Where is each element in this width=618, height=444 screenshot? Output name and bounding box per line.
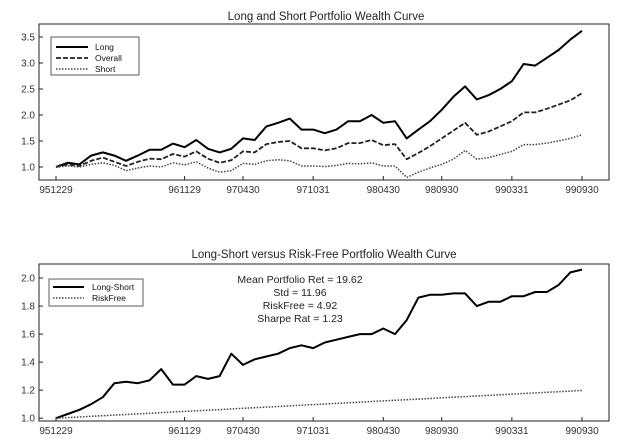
x-tick-label: 951229 bbox=[39, 426, 73, 437]
chart1-series-lines bbox=[55, 30, 583, 179]
x-tick-label: 970430 bbox=[226, 185, 260, 196]
y-tick-label: 2.0 bbox=[21, 111, 35, 122]
y-tick-label: 1.5 bbox=[21, 137, 35, 148]
chart1-y-axis: 1.0 1.5 2.0 2.5 3.0 3.5 bbox=[21, 33, 43, 174]
y-tick-label: 1.0 bbox=[21, 163, 35, 174]
chart2-series-lines bbox=[55, 268, 583, 420]
x-tick-label: 980930 bbox=[425, 426, 459, 437]
chart1-legend: Long Overall Short bbox=[50, 36, 140, 76]
x-tick-label: 961129 bbox=[168, 185, 201, 196]
legend-label-long: Long bbox=[95, 42, 114, 52]
annotation-sharpe-ratio: Sharpe Rat = 1.23 bbox=[257, 313, 343, 325]
y-tick-label: 3.0 bbox=[21, 59, 35, 70]
y-tick-label: 2.0 bbox=[21, 274, 35, 285]
x-tick-label: 990930 bbox=[565, 185, 599, 196]
long-short-wealth-chart: Long and Short Portfolio Wealth Curve 1.… bbox=[21, 11, 610, 196]
y-tick-label: 1.6 bbox=[21, 330, 35, 341]
series-line-long bbox=[55, 30, 583, 168]
stats-annotation: Mean Portfolio Ret = 19.62 Std = 11.96 R… bbox=[237, 274, 362, 325]
x-tick-label: 980930 bbox=[425, 185, 459, 196]
x-tick-label: 990930 bbox=[565, 426, 599, 437]
long-short-vs-riskfree-chart: Long-Short versus Risk-Free Portfolio We… bbox=[21, 249, 610, 437]
legend-label-riskfree: RiskFree bbox=[92, 293, 126, 303]
chart1-title: Long and Short Portfolio Wealth Curve bbox=[228, 11, 425, 23]
series-line-riskfree bbox=[55, 389, 583, 419]
chart1-x-axis: 951229 961129 970430 971031 980430 980930 9903… bbox=[39, 176, 599, 196]
x-tick-label: 951229 bbox=[39, 185, 73, 196]
x-tick-label: 970430 bbox=[226, 426, 260, 437]
y-tick-label: 3.5 bbox=[21, 33, 35, 44]
series-line-long-short bbox=[55, 268, 583, 420]
chart2-x-axis: 951229 961129 970430 971031 980430 980930 9903… bbox=[39, 417, 599, 437]
chart2-legend: Long-Short RiskFree bbox=[48, 278, 144, 307]
legend-label-overall: Overall bbox=[95, 53, 122, 63]
x-tick-label: 971031 bbox=[296, 185, 330, 196]
y-tick-label: 1.8 bbox=[21, 302, 35, 313]
x-tick-label: 971031 bbox=[296, 426, 330, 437]
x-tick-label: 990331 bbox=[495, 426, 529, 437]
annotation-mean-return: Mean Portfolio Ret = 19.62 bbox=[237, 274, 362, 286]
chart2-title: Long-Short versus Risk-Free Portfolio We… bbox=[191, 249, 456, 261]
y-tick-label: 2.5 bbox=[21, 85, 35, 96]
x-tick-label: 980430 bbox=[367, 185, 401, 196]
legend-label-short: Short bbox=[95, 64, 116, 74]
annotation-std: Std = 11.96 bbox=[273, 287, 326, 299]
legend-label-long-short: Long-Short bbox=[92, 282, 135, 292]
x-tick-label: 990331 bbox=[495, 185, 529, 196]
annotation-riskfree: RiskFree = 4.92 bbox=[263, 300, 338, 312]
y-tick-label: 1.0 bbox=[21, 414, 35, 425]
chart2-legend-box bbox=[48, 278, 144, 307]
x-tick-label: 961129 bbox=[168, 426, 201, 437]
y-tick-label: 1.2 bbox=[21, 386, 35, 397]
chart2-y-axis: 1.0 1.2 1.4 1.6 1.8 2.0 bbox=[21, 274, 43, 425]
y-tick-label: 1.4 bbox=[21, 358, 35, 369]
x-tick-label: 980430 bbox=[367, 426, 401, 437]
series-line-overall bbox=[55, 92, 583, 168]
series-line-short bbox=[55, 134, 583, 179]
